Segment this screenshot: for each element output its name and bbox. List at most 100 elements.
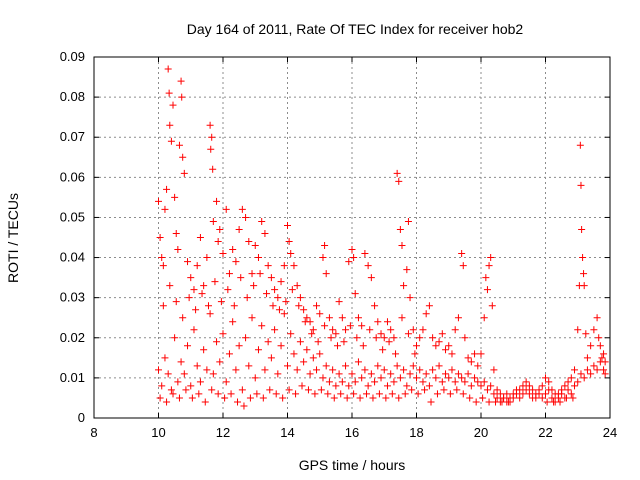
data-point xyxy=(359,342,367,350)
data-point xyxy=(401,390,409,398)
data-point xyxy=(516,386,524,394)
data-point xyxy=(238,386,246,394)
data-point xyxy=(325,378,333,386)
data-point xyxy=(203,254,211,262)
data-point xyxy=(243,294,251,302)
data-point xyxy=(167,137,175,145)
data-point xyxy=(327,334,335,342)
data-point xyxy=(380,334,388,342)
data-point xyxy=(234,398,242,406)
data-point xyxy=(277,342,285,350)
data-point xyxy=(461,378,469,386)
x-tick-label: 14 xyxy=(280,425,294,440)
data-point xyxy=(229,246,237,254)
data-point xyxy=(396,374,404,382)
data-point xyxy=(562,394,570,402)
data-point xyxy=(232,366,240,374)
data-point xyxy=(564,386,572,394)
x-tick-label: 24 xyxy=(603,425,617,440)
data-point xyxy=(332,330,340,338)
data-point xyxy=(554,394,562,402)
data-point xyxy=(561,382,569,390)
data-point xyxy=(361,366,369,374)
data-point xyxy=(333,342,341,350)
data-point xyxy=(580,282,588,290)
data-point xyxy=(193,262,201,270)
data-point xyxy=(164,65,172,73)
data-point xyxy=(201,398,209,406)
data-point xyxy=(601,370,609,378)
data-point xyxy=(188,394,196,402)
data-point xyxy=(206,310,214,318)
data-point xyxy=(480,314,488,322)
data-point xyxy=(480,378,488,386)
data-point xyxy=(395,177,403,185)
data-point xyxy=(280,310,288,318)
data-point xyxy=(429,334,437,342)
data-point xyxy=(375,390,383,398)
data-point xyxy=(324,390,332,398)
data-point xyxy=(330,394,338,402)
data-point xyxy=(169,101,177,109)
data-point xyxy=(500,394,508,402)
data-point xyxy=(309,354,317,362)
data-point xyxy=(429,366,437,374)
data-point xyxy=(296,294,304,302)
data-point xyxy=(596,342,604,350)
data-point xyxy=(351,290,359,298)
data-point xyxy=(593,314,601,322)
data-point xyxy=(230,302,238,310)
grid-lines xyxy=(94,57,610,418)
x-tick-label: 18 xyxy=(409,425,423,440)
data-point xyxy=(167,386,175,394)
data-point xyxy=(485,262,493,270)
data-point xyxy=(267,354,275,362)
data-point xyxy=(313,366,321,374)
data-point xyxy=(358,374,366,382)
data-point xyxy=(425,382,433,390)
data-point xyxy=(259,394,267,402)
data-point xyxy=(483,386,491,394)
data-point xyxy=(363,390,371,398)
data-point xyxy=(225,270,233,278)
data-point xyxy=(269,302,277,310)
y-axis-label: ROTI / TECUs xyxy=(5,193,21,283)
data-point xyxy=(525,382,533,390)
data-point xyxy=(340,338,348,346)
data-point xyxy=(598,354,606,362)
x-tick-label: 8 xyxy=(90,425,97,440)
data-point xyxy=(203,366,211,374)
data-point xyxy=(400,282,408,290)
data-point xyxy=(485,398,493,406)
data-point xyxy=(337,390,345,398)
data-point xyxy=(251,374,259,382)
data-point xyxy=(408,386,416,394)
data-point xyxy=(535,390,543,398)
data-point xyxy=(464,354,472,362)
data-point xyxy=(200,346,208,354)
data-point xyxy=(211,278,219,286)
data-point xyxy=(296,338,304,346)
data-point xyxy=(193,362,201,370)
data-point xyxy=(184,258,192,266)
x-tick-label: 16 xyxy=(345,425,359,440)
data-point xyxy=(400,366,408,374)
data-point xyxy=(306,370,314,378)
data-point xyxy=(432,374,440,382)
data-point xyxy=(525,390,533,398)
data-point xyxy=(416,334,424,342)
data-point xyxy=(263,290,271,298)
data-point xyxy=(271,326,279,334)
data-point xyxy=(406,370,414,378)
data-point xyxy=(180,370,188,378)
data-point xyxy=(290,350,298,358)
data-point xyxy=(163,185,171,193)
data-point xyxy=(529,386,537,394)
data-point xyxy=(409,362,417,370)
data-point xyxy=(200,282,208,290)
data-point xyxy=(522,378,530,386)
data-point xyxy=(390,378,398,386)
data-point xyxy=(390,334,398,342)
data-point xyxy=(464,370,472,378)
data-point xyxy=(479,394,487,402)
